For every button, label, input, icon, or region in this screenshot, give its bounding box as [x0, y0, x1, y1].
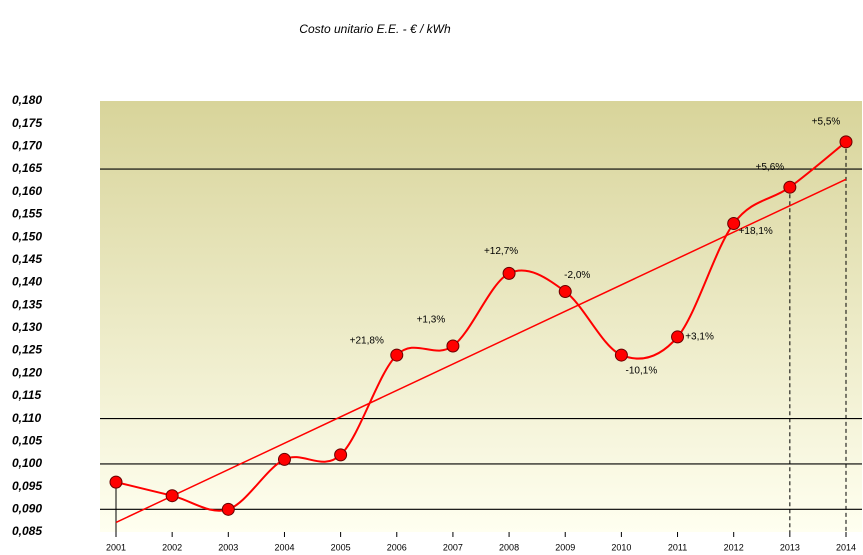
y-tick-label: 0,100	[12, 456, 42, 470]
y-tick-label: 0,145	[12, 252, 42, 266]
x-tick-label: 2008	[499, 542, 519, 552]
point	[839, 135, 853, 149]
y-tick-label: 0,135	[12, 297, 42, 311]
point	[446, 339, 460, 353]
annotation: +5,5%	[812, 116, 841, 127]
point	[109, 475, 123, 489]
trend-line	[115, 178, 847, 524]
x-tick-label: 2011	[668, 542, 687, 552]
point	[727, 216, 741, 230]
x-tick-label: 2014	[836, 542, 856, 552]
y-tick-label: 0,085	[12, 524, 42, 538]
point	[221, 502, 235, 516]
annotation: -10,1%	[626, 366, 658, 377]
annotation: +3,1%	[685, 332, 714, 343]
x-tick-label: 2005	[331, 542, 351, 552]
point	[390, 348, 404, 362]
y-tick-label: 0,115	[12, 388, 41, 402]
point	[277, 452, 291, 466]
y-tick-label: 0,095	[12, 479, 42, 493]
x-tick-label: 2004	[274, 542, 294, 552]
chart-title: Costo unitario E.E. - € / kWh	[299, 22, 451, 36]
y-tick-label: 0,150	[12, 229, 42, 243]
point	[334, 448, 348, 462]
y-tick-label: 0,125	[12, 343, 42, 357]
annotation: +18,1%	[739, 226, 773, 237]
point	[783, 180, 797, 194]
x-tick-label: 2001	[106, 542, 126, 552]
line	[115, 141, 847, 512]
point	[671, 330, 685, 344]
x-tick-label: 2007	[443, 542, 463, 552]
y-tick-label: 0,105	[12, 433, 42, 447]
annotation: +1,3%	[417, 315, 446, 326]
y-tick-label: 0,165	[12, 161, 42, 175]
annotation: +21,8%	[350, 336, 384, 347]
y-tick-label: 0,180	[12, 93, 42, 107]
x-tick-label: 2003	[218, 542, 238, 552]
x-tick-label: 2009	[555, 542, 575, 552]
annotation: -2,0%	[564, 270, 590, 281]
point	[165, 489, 179, 503]
x-tick-label: 2010	[611, 542, 631, 552]
x-tick-label: 2012	[724, 542, 744, 552]
point	[614, 348, 628, 362]
annotation: +5,6%	[756, 162, 785, 173]
y-tick-label: 0,155	[12, 207, 42, 221]
y-tick-label: 0,110	[12, 411, 41, 425]
x-tick-label: 2002	[162, 542, 182, 552]
x-tick-label: 2006	[387, 542, 407, 552]
y-tick-label: 0,120	[12, 365, 42, 379]
y-tick-label: 0,090	[12, 501, 42, 515]
plot-area	[100, 101, 862, 532]
y-tick-label: 0,175	[12, 116, 42, 130]
y-tick-label: 0,130	[12, 320, 42, 334]
point	[502, 266, 516, 280]
x-tick-label: 2013	[780, 542, 800, 552]
point	[558, 285, 572, 299]
y-tick-label: 0,140	[12, 275, 42, 289]
y-tick-label: 0,170	[12, 139, 42, 153]
y-tick-label: 0,160	[12, 184, 42, 198]
annotation: +12,7%	[484, 246, 518, 257]
